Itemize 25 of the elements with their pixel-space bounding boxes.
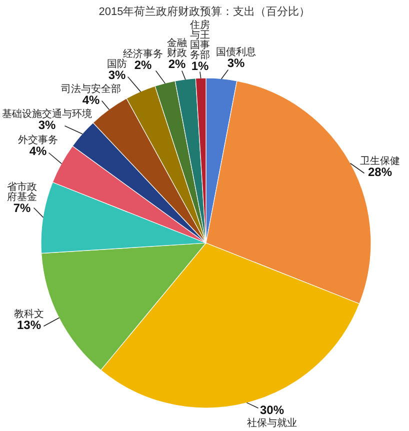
data-label: 30% xyxy=(260,403,284,417)
data-label: 4% xyxy=(29,144,47,158)
slice-label: 基础设施交通与环境 xyxy=(2,108,92,120)
slice-label: 住房与王国事务部 xyxy=(190,19,210,61)
slice-label: 金融财政 xyxy=(167,37,187,59)
slice-label: 卫生保健 xyxy=(360,155,400,167)
data-label: 3% xyxy=(227,56,245,70)
data-label: 7% xyxy=(13,201,31,215)
slice-label: 省市政府基金 xyxy=(7,181,37,203)
slice-label: 国防 xyxy=(107,58,127,70)
data-label: 2% xyxy=(134,58,152,72)
slice-label: 国债利息 xyxy=(216,46,256,58)
data-label: 2% xyxy=(168,57,186,71)
chart-title: 2015年荷兰政府财政预算：支出（百分比） xyxy=(98,5,310,18)
slice-label: 教科文 xyxy=(14,308,44,320)
data-label: 13% xyxy=(16,318,42,332)
data-label: 4% xyxy=(82,93,100,107)
slice-label: 经济事务 xyxy=(123,48,163,60)
data-label: 1% xyxy=(191,59,209,73)
slice-label: 社保与就业 xyxy=(247,417,297,429)
slice-label: 司法与安全部 xyxy=(61,83,121,95)
data-label: 28% xyxy=(368,165,392,179)
data-label: 3% xyxy=(108,68,126,82)
slice-label: 外交事务 xyxy=(18,134,58,146)
data-label: 3% xyxy=(38,118,56,132)
